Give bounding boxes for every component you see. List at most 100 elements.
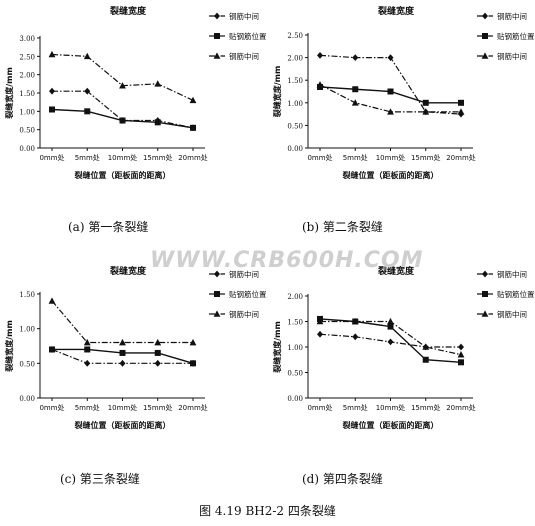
data-point-b-1 xyxy=(317,51,323,59)
legend-label-b-2: 贴钢筋位置 xyxy=(497,31,535,41)
data-point-d-3 xyxy=(316,317,324,325)
data-point-d-2 xyxy=(387,323,394,330)
data-point-b-2 xyxy=(422,99,429,106)
legend-label-d-1: 钢筋中间 xyxy=(497,269,527,279)
x-tick-label-b: 20mm处 xyxy=(446,153,476,162)
legend-marker-b-1 xyxy=(482,12,488,20)
data-point-c-3 xyxy=(48,297,56,304)
x-tick-label-a: 5mm处 xyxy=(75,153,100,162)
data-point-b-1 xyxy=(387,54,394,61)
y-tick-label-b: 0.00 xyxy=(287,145,303,153)
data-point-a-2 xyxy=(190,124,196,131)
legend-label-d-3: 钢筋中间 xyxy=(497,309,527,319)
data-point-d-1 xyxy=(317,330,323,338)
x-tick-label-c: 5mm处 xyxy=(75,403,100,412)
data-point-d-3 xyxy=(387,317,394,325)
data-point-c-2 xyxy=(190,360,196,367)
data-point-b-2 xyxy=(387,88,394,95)
data-point-d-1 xyxy=(352,333,359,341)
y-tick-label-b: 1.00 xyxy=(287,100,303,108)
series-line-a-3 xyxy=(51,53,194,101)
chart-panel-d: 裂缝宽度 0.00 0.50 1.00 1.50 2.00 0mm处 5mm处 10mm处 15m… xyxy=(272,265,535,430)
data-point-c-3 xyxy=(83,338,91,346)
x-tick-label-b: 15mm处 xyxy=(411,153,441,162)
y-tick-label-a: 0.00 xyxy=(19,145,35,153)
chart-title-c: 裂缝宽度 xyxy=(109,265,147,277)
legend-marker-c-3 xyxy=(213,310,221,317)
y-tick-label-c: 1.50 xyxy=(19,291,35,299)
y-tick-label-d: 1.50 xyxy=(287,319,303,327)
data-point-c-1 xyxy=(84,359,91,367)
y-tick-label-b: 1.50 xyxy=(287,77,303,85)
legend-marker-b-2 xyxy=(482,33,488,39)
y-tick-label-c: 1.00 xyxy=(19,326,35,334)
legend-marker-b-3 xyxy=(481,52,489,59)
legend-marker-d-3 xyxy=(481,310,489,317)
panel-caption-a: (a) 第一条裂缝 xyxy=(68,220,149,234)
chart-title-a: 裂缝宽度 xyxy=(109,5,147,17)
data-point-c-2 xyxy=(154,349,161,356)
panel-caption-d: (d) 第四条裂缝 xyxy=(302,472,383,486)
legend-marker-a-1 xyxy=(214,12,220,20)
y-tick-label-a: 1.00 xyxy=(19,108,35,116)
x-tick-label-d: 15mm处 xyxy=(411,403,441,412)
data-point-c-2 xyxy=(84,346,91,353)
data-point-a-2 xyxy=(49,106,55,113)
y-axis-label-c: 裂缝宽度/mm xyxy=(4,320,14,373)
legend-label-d-2: 贴钢筋位置 xyxy=(497,289,535,299)
legend-marker-a-2 xyxy=(214,33,220,39)
y-tick-label-a: 1.50 xyxy=(19,90,35,98)
x-tick-label-d: 10mm处 xyxy=(376,403,406,412)
x-tick-label-d: 5mm处 xyxy=(343,403,368,412)
data-point-d-3 xyxy=(457,351,465,358)
data-point-c-2 xyxy=(119,349,126,356)
series-line-b-3 xyxy=(319,84,461,113)
legend-label-c-3: 钢筋中间 xyxy=(229,309,259,319)
data-point-a-2 xyxy=(154,119,161,126)
data-point-b-1 xyxy=(352,54,359,61)
series-line-c-3 xyxy=(51,300,193,344)
y-tick-label-b: 2.00 xyxy=(287,55,303,63)
y-tick-label-a: 0.50 xyxy=(19,127,35,135)
data-point-c-2 xyxy=(49,346,55,353)
legend-label-a-3: 钢筋中间 xyxy=(229,51,259,61)
legend-label-b-3: 钢筋中间 xyxy=(497,51,527,61)
x-axis-label-d: 裂缝位置（距板面的距离） xyxy=(342,420,439,430)
panel-caption-b: (b) 第二条裂缝 xyxy=(302,220,383,234)
y-tick-label-c: 0.00 xyxy=(19,395,35,403)
x-tick-label-c: 20mm处 xyxy=(178,403,208,412)
data-point-a-3 xyxy=(154,80,162,87)
y-axis-label-b: 裂缝宽度/mm xyxy=(272,66,282,119)
data-point-d-3 xyxy=(351,317,359,325)
x-tick-label-a: 15mm处 xyxy=(143,153,173,162)
y-tick-label-b: 2.50 xyxy=(287,32,303,40)
panel-caption-c: (c) 第三条裂缝 xyxy=(60,472,140,486)
data-point-a-3 xyxy=(83,52,91,60)
x-tick-label-c: 15mm处 xyxy=(143,403,173,412)
data-point-c-1 xyxy=(119,359,126,367)
data-point-b-3 xyxy=(387,108,394,115)
legend-marker-d-2 xyxy=(482,291,488,297)
y-tick-label-d: 0.50 xyxy=(287,370,303,378)
y-tick-label-c: 0.50 xyxy=(19,360,35,368)
y-tick-label-a: 2.00 xyxy=(19,72,35,80)
data-point-c-3 xyxy=(119,338,126,346)
data-point-d-1 xyxy=(458,343,464,351)
data-point-b-3 xyxy=(351,99,359,106)
data-point-a-2 xyxy=(84,108,91,115)
chart-title-d: 裂缝宽度 xyxy=(377,265,415,277)
x-tick-label-d: 0mm处 xyxy=(307,403,332,412)
chart-panel-a: 裂缝宽度 0.00 0.50 1.00 1.50 2.00 2.50 3.00 0mm处 5mm处… xyxy=(4,5,267,180)
data-point-d-1 xyxy=(387,338,394,346)
data-point-a-3 xyxy=(119,82,126,89)
data-point-b-2 xyxy=(458,99,464,106)
y-tick-label-b: 0.50 xyxy=(287,122,303,130)
y-tick-label-d: 0.00 xyxy=(287,395,303,403)
data-point-d-3 xyxy=(422,343,430,350)
legend-label-a-1: 钢筋中间 xyxy=(229,11,259,21)
data-point-b-2 xyxy=(352,86,359,93)
data-point-a-3 xyxy=(48,50,56,58)
x-axis-label-b: 裂缝位置（距板面的距离） xyxy=(342,170,439,180)
y-tick-label-a: 3.00 xyxy=(19,35,35,43)
